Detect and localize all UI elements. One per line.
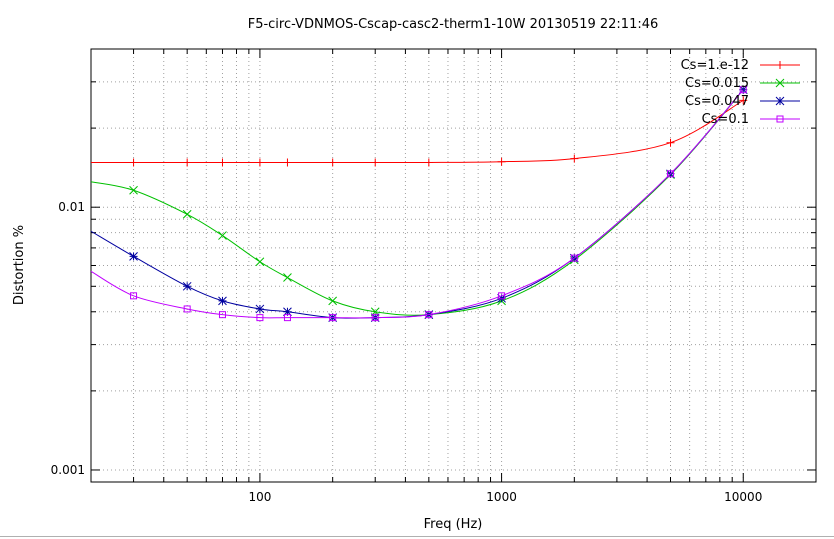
grid [91,49,816,482]
series-layer [90,85,748,322]
data-point-marker [218,296,227,306]
data-point-marker [570,254,578,262]
series-line [90,89,744,316]
x-tick-label: 100 [248,490,271,504]
legend-marker [775,96,785,106]
data-point-marker [425,311,433,319]
series-line [90,89,744,319]
y-tick-label: 0.01 [58,200,85,214]
series-line [91,99,744,164]
data-point-marker [129,158,138,167]
series-line [90,89,744,319]
legend-label: Cs=1.e-12 [681,58,749,73]
data-point-marker [183,158,192,167]
data-point-marker [329,314,337,322]
data-point-marker [283,158,292,167]
series-cs-0-1 [90,86,747,322]
y-tick-label: 0.001 [51,463,85,477]
legend-label: Cs=0.1 [702,112,749,127]
data-point-marker [129,252,138,261]
x-axis-label: Freq (Hz) [424,517,483,532]
data-point-marker [498,292,506,300]
data-point-marker [256,314,264,322]
legend: Cs=1.e-12 Cs=0.015 Cs=0.047 Cs=0.1 [681,58,800,127]
data-point-marker [328,158,337,167]
legend-label: Cs=0.015 [685,76,749,91]
data-point-marker [667,170,675,178]
y-axis-label: Distortion % [12,225,27,305]
data-point-marker [218,158,227,167]
data-point-marker [218,231,227,240]
data-point-marker [328,296,338,306]
data-point-marker [255,257,265,267]
data-point-marker [497,157,506,166]
data-point-marker [283,307,292,317]
data-point-marker [666,138,675,147]
data-point-marker [739,96,748,105]
data-point-marker [218,311,226,319]
data-point-marker [371,314,379,322]
legend-marker [776,61,784,69]
legend-marker [775,78,785,88]
x-tick-label: 1000 [486,490,517,504]
legend-marker [776,115,784,123]
x-tick-label: 10000 [724,490,762,504]
data-point-marker [283,273,292,282]
legend-label: Cs=0.047 [685,94,749,109]
data-point-marker [570,154,579,163]
axis-ticks: 100 1000 10000 0.001 0.01 [51,49,816,504]
window-bottom-border [0,536,834,537]
data-point-marker [255,158,264,167]
series-cs-1-e-12 [91,96,748,167]
data-point-marker [182,281,192,291]
data-point-marker [182,209,192,219]
data-point-marker [255,304,265,314]
data-point-marker [424,158,433,167]
chart-title: F5-circ-VDNMOS-Cscap-casc2-therm1-10W 20… [248,17,659,32]
data-point-marker [371,158,380,167]
data-point-marker [129,185,138,195]
data-point-marker [183,305,191,313]
data-point-marker [130,292,138,300]
data-point-marker [739,86,747,94]
data-point-marker [283,314,291,322]
